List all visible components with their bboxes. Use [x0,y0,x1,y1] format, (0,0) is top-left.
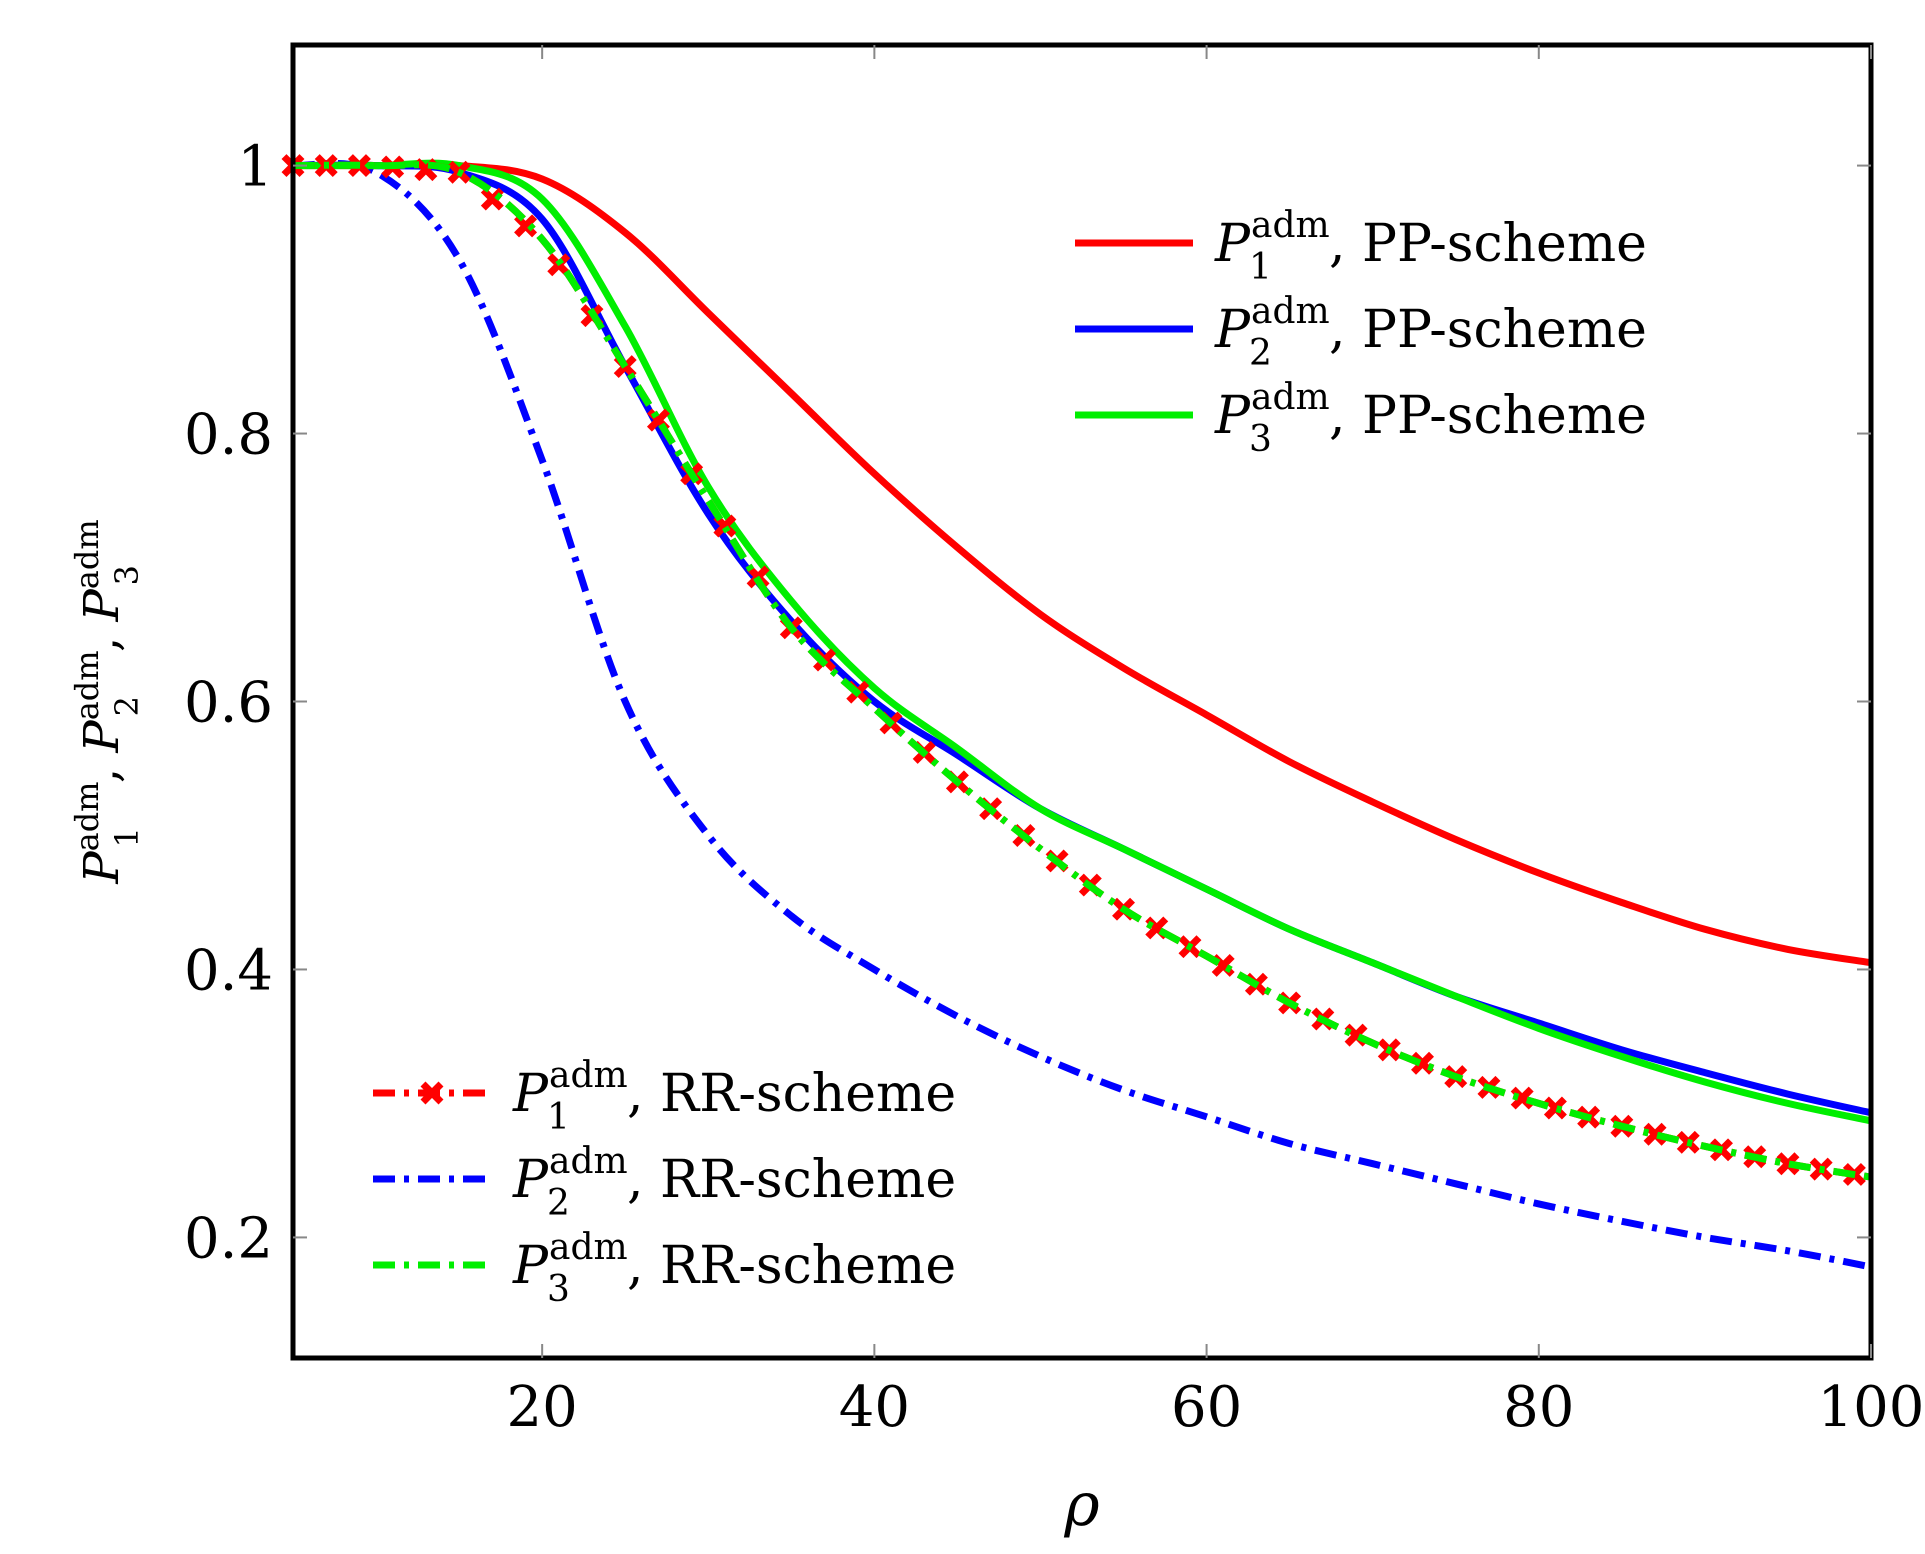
legend-symbol: P [512,1236,549,1296]
legend-sub: 1 [1249,247,1272,288]
legend-symbol: P [1214,386,1251,446]
y-axis-symbol: P [74,589,130,623]
y-axis-sub: 1 [108,827,146,847]
x-tick-label: 20 [507,1375,578,1440]
y-axis-symbol: P [74,720,130,754]
y-axis-sub: 2 [108,696,146,716]
legend-label: , PP-scheme [1329,300,1647,360]
legend-sup: adm [549,1141,628,1182]
series-marker [1776,1152,1800,1176]
y-axis-sup: adm [68,519,106,589]
legend-sub: 1 [547,1097,570,1138]
y-tick-label: 0.2 [184,1206,273,1271]
series-line-6 [292,161,1872,1181]
y-tick-label: 1 [237,135,273,200]
legend-sup: adm [549,1055,628,1096]
legend-sub: 3 [547,1269,570,1310]
legend-sub: 2 [1249,333,1272,374]
series-line-3 [293,159,1872,1125]
series-line-1 [293,161,1872,967]
x-tick-label: 100 [1818,1375,1925,1440]
legend-sup: adm [1251,205,1330,246]
legend-label: , RR-scheme [627,1064,956,1124]
y-axis-sub: 3 [108,565,146,585]
ticks-layer: 20 40 60 80 100 0.2 0.4 0.6 0.8 1 [184,45,1925,1440]
y-axis-symbol: P [74,851,130,885]
series-marker [1643,1122,1667,1146]
series-layer [281,154,1872,1271]
x-tick-label: 80 [1503,1375,1574,1440]
y-tick-label: 0.4 [184,938,273,1003]
legend-sup: adm [1251,377,1330,418]
y-axis-sup: adm [68,781,106,851]
x-tick-label: 40 [839,1375,910,1440]
legend-label: , RR-scheme [627,1150,956,1210]
legend-sup: adm [1251,291,1330,332]
legend-sub: 2 [547,1183,570,1224]
legend-label: , RR-scheme [627,1236,956,1296]
legend-sub: 3 [1249,419,1272,460]
y-tick-label: 0.8 [184,403,273,468]
legend-symbol: P [1214,300,1251,360]
legend-sup: adm [549,1227,628,1268]
y-axis-title: Padm1, Padm2, Padm3 [68,519,146,884]
series-marker [1510,1086,1534,1110]
legend-label: , PP-scheme [1329,386,1647,446]
x-tick-label: 60 [1171,1375,1242,1440]
legend-marker [420,1081,444,1105]
legend-symbol: P [512,1064,549,1124]
series-marker [1543,1096,1567,1120]
x-axis-title: ρ [1063,1470,1099,1540]
y-axis-sup: adm [68,650,106,720]
legend-label: , PP-scheme [1329,214,1647,274]
y-axis-sep: , [74,622,130,653]
y-tick-label: 0.6 [184,671,273,736]
legend-symbol: P [1214,214,1251,274]
legend-symbol: P [512,1150,549,1210]
series-line-5 [292,159,1872,1271]
y-axis-sep: , [74,753,130,784]
